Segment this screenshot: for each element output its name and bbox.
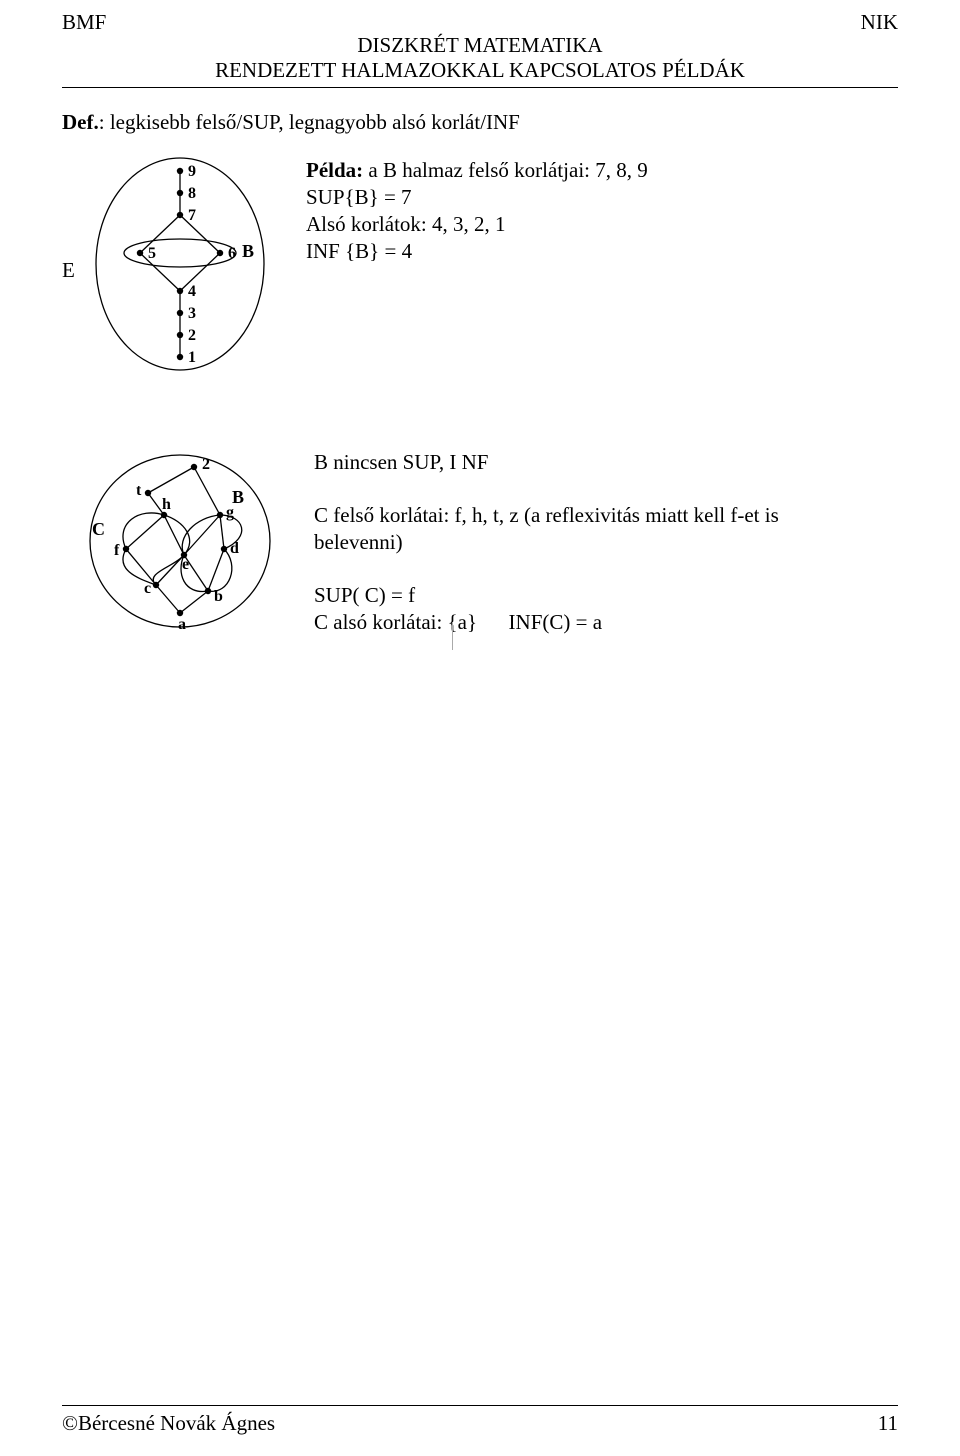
- example-2-line-4: C alsó korlátai: {a} INF(C) = a: [314, 609, 828, 636]
- svg-text:B: B: [232, 487, 244, 507]
- svg-text:t: t: [136, 482, 142, 499]
- vertical-separator: [452, 622, 453, 650]
- example-1-text: Példa: a B halmaz felső korlátjai: 7, 8,…: [306, 157, 648, 265]
- spacer: [314, 556, 828, 582]
- svg-text:h: h: [162, 496, 171, 513]
- svg-text:8: 8: [188, 185, 196, 202]
- svg-text:1: 1: [188, 349, 196, 366]
- svg-text:7: 7: [188, 207, 196, 224]
- footer-rule: [62, 1405, 898, 1406]
- svg-text:4: 4: [188, 283, 196, 300]
- example-row-1: E 9 8 7 5 6 4 3 2 1 B Példa: a B halmaz felső kor…: [62, 153, 898, 375]
- example-2-line-1: B nincsen SUP, I NF: [314, 449, 828, 476]
- header-subtitle: RENDEZETT HALMAZOKKAL KAPCSOLATOS PÉLDÁK: [62, 58, 898, 83]
- page: BMF NIK DISZKRÉT MATEMATIKA RENDEZETT HA…: [0, 0, 960, 1456]
- svg-text:b: b: [214, 588, 223, 605]
- hasse-diagram-2: 2thgfedcbaCB: [84, 445, 284, 637]
- header-left: BMF: [62, 10, 106, 35]
- svg-text:C: C: [92, 519, 105, 539]
- svg-text:B: B: [242, 241, 254, 261]
- svg-text:2: 2: [202, 456, 210, 473]
- footer-page-number: 11: [878, 1411, 898, 1436]
- header-right: NIK: [861, 10, 898, 35]
- svg-text:9: 9: [188, 163, 196, 180]
- svg-text:f: f: [114, 542, 120, 559]
- diagram-2-container: 2thgfedcbaCB: [84, 445, 284, 637]
- example-1-line-3: Alsó korlátok: 4, 3, 2, 1: [306, 211, 648, 238]
- example-1-line-1: Példa: a B halmaz felső korlátjai: 7, 8,…: [306, 157, 648, 184]
- svg-text:3: 3: [188, 305, 196, 322]
- def-text: : legkisebb felső/SUP, legnagyobb alsó k…: [99, 110, 520, 134]
- example-2-line-2: C felső korlátai: f, h, t, z (a reflexiv…: [314, 502, 828, 556]
- svg-text:c: c: [144, 580, 151, 597]
- svg-text:d: d: [230, 540, 239, 557]
- def-label: Def.: [62, 110, 99, 134]
- header-top: BMF NIK: [62, 10, 898, 35]
- example-2-text: B nincsen SUP, I NF C felső korlátai: f,…: [314, 449, 834, 635]
- svg-text:2: 2: [188, 327, 196, 344]
- header-title: DISZKRÉT MATEMATIKA: [62, 33, 898, 58]
- example-1-rest: a B halmaz felső korlátjai: 7, 8, 9: [363, 158, 648, 182]
- svg-text:5: 5: [148, 245, 156, 262]
- pelda-label: Példa:: [306, 158, 363, 182]
- hasse-diagram-1: 9 8 7 5 6 4 3 2 1 B: [84, 153, 276, 375]
- example-1-line-2: SUP{B} = 7: [306, 184, 648, 211]
- footer-left: ©Bércesné Novák Ágnes: [62, 1411, 275, 1436]
- content: Def.: legkisebb felső/SUP, legnagyobb al…: [62, 88, 898, 637]
- diagram-1-container: E 987564321B: [84, 153, 276, 375]
- svg-text:e: e: [182, 556, 189, 573]
- footer: ©Bércesné Novák Ágnes 11: [62, 1411, 898, 1436]
- definition-line: Def.: legkisebb felső/SUP, legnagyobb al…: [62, 110, 898, 135]
- svg-text:a: a: [178, 616, 186, 633]
- spacer: [314, 476, 828, 502]
- example-row-2: 2thgfedcbaCB B nincsen SUP, I NF C felső…: [62, 445, 898, 637]
- set-label-E: E: [62, 258, 75, 283]
- example-1-line-4: INF {B} = 4: [306, 238, 648, 265]
- svg-text:6: 6: [228, 245, 236, 262]
- example-2-line-3: SUP( C) = f: [314, 582, 828, 609]
